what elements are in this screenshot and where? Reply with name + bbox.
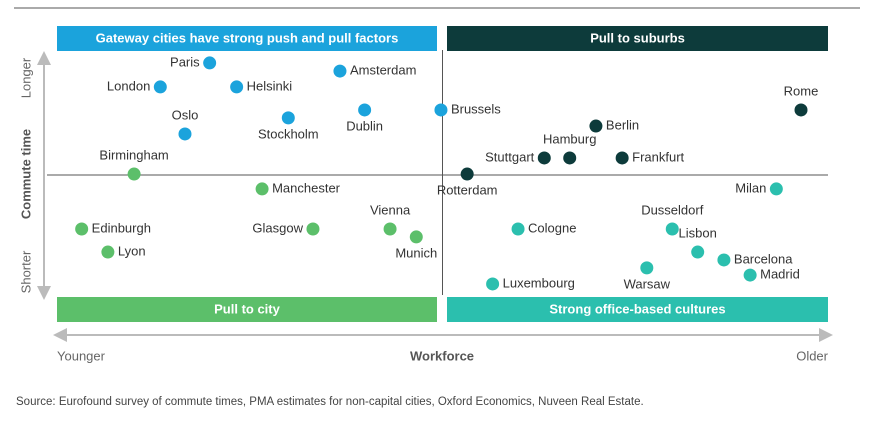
point: [230, 80, 244, 94]
point-label: Dublin: [346, 118, 383, 133]
point: [486, 277, 500, 291]
point: [127, 167, 141, 181]
legend-banner: [57, 26, 437, 51]
point: [178, 127, 192, 141]
legend-banner: [447, 26, 828, 51]
point-label: Stuttgart: [485, 149, 535, 164]
point: [358, 103, 372, 117]
point: [537, 151, 551, 165]
point: [717, 253, 731, 267]
point: [794, 103, 808, 117]
legend-label: Pull to suburbs: [590, 30, 685, 45]
point-label: Barcelona: [734, 251, 793, 266]
point-label: Lyon: [118, 243, 146, 258]
x-start-label: Younger: [57, 348, 106, 363]
point-label: Stockholm: [258, 126, 319, 141]
point-label: Oslo: [172, 107, 199, 122]
point: [306, 222, 320, 236]
legend-label: Gateway cities have strong push and pull…: [96, 30, 399, 45]
point-label: Munich: [395, 245, 437, 260]
point: [409, 230, 423, 244]
point-label: London: [107, 78, 150, 93]
point-label: Birmingham: [99, 147, 168, 162]
point: [383, 222, 397, 236]
point: [434, 103, 448, 117]
point-label: Glasgow: [252, 220, 303, 235]
point: [615, 151, 629, 165]
point-label: Manchester: [272, 180, 341, 195]
point: [281, 111, 295, 125]
x-end-label: Older: [796, 348, 828, 363]
legend-banner: [447, 297, 828, 322]
point-label: Rotterdam: [437, 182, 498, 197]
point: [511, 222, 525, 236]
point-label: Edinburgh: [92, 220, 151, 235]
point: [75, 222, 89, 236]
point: [640, 261, 654, 275]
point: [589, 119, 603, 133]
point-label: Amsterdam: [350, 63, 416, 78]
point-label: Frankfurt: [632, 149, 684, 164]
point: [101, 245, 115, 259]
point: [691, 245, 705, 259]
point-label: Paris: [170, 54, 200, 69]
legend-label: Strong office-based cultures: [549, 301, 725, 316]
point-label: Vienna: [370, 202, 411, 217]
legend-banner: [57, 297, 437, 322]
point-label: Warsaw: [624, 276, 671, 291]
point: [743, 268, 757, 282]
point-label: Cologne: [528, 220, 576, 235]
point-label: Madrid: [760, 267, 800, 282]
point-label: Brussels: [451, 101, 501, 116]
point: [255, 182, 269, 196]
point-label: Luxembourg: [503, 275, 575, 290]
point: [203, 56, 217, 70]
point: [769, 182, 783, 196]
point: [153, 80, 167, 94]
point-label: Berlin: [606, 117, 639, 132]
point: [563, 151, 577, 165]
point-label: Helsinki: [247, 78, 293, 93]
point: [460, 167, 474, 181]
point-label: Lisbon: [679, 225, 717, 240]
legend-label: Pull to city: [214, 301, 281, 316]
point: [333, 64, 347, 78]
source: Source: Eurofound survey of commute time…: [16, 396, 644, 408]
x-axis-label: Workforce: [410, 348, 474, 363]
y-start-label: Shorter: [18, 250, 33, 293]
point-label: Milan: [735, 180, 766, 195]
y-end-label: Longer: [18, 57, 33, 98]
point-label: Rome: [784, 83, 819, 98]
point: [665, 222, 679, 236]
point-label: Hamburg: [543, 131, 596, 146]
point-label: Dusseldorf: [641, 202, 704, 217]
y-axis-label: Commute time: [18, 129, 33, 219]
